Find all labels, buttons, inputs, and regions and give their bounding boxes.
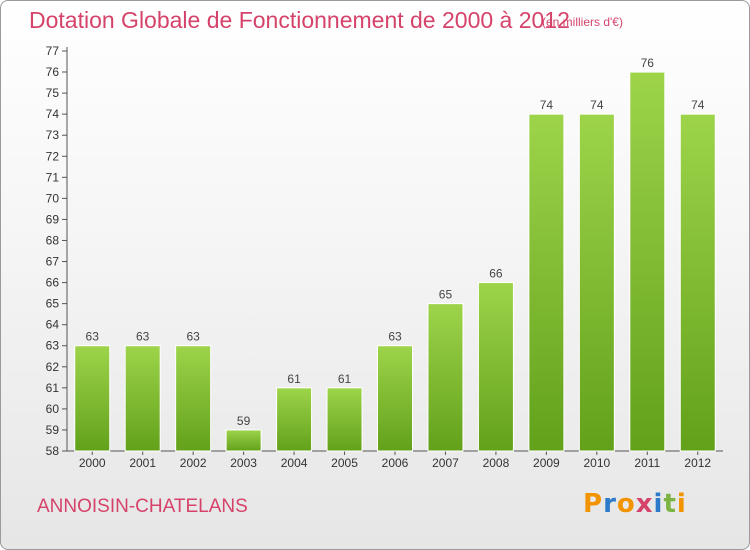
y-tick-label: 65 xyxy=(46,297,60,311)
y-tick-label: 77 xyxy=(46,44,60,58)
y-tick-label: 67 xyxy=(46,255,60,269)
bar xyxy=(377,345,413,452)
bar xyxy=(528,113,565,452)
bar-value-label: 59 xyxy=(237,414,251,428)
y-tick-label: 68 xyxy=(46,233,60,247)
logo-letter: r xyxy=(603,489,617,519)
logo-letter: P xyxy=(583,489,604,519)
logo-letter: t xyxy=(663,489,677,519)
y-axis: 58 59 60 61 62 63 64 65 66 67 68 69 70 71 72 73 74 75 76 77 xyxy=(46,44,68,458)
y-tick-label: 71 xyxy=(46,170,60,184)
y-tick-label: 63 xyxy=(46,339,60,353)
y-tick-label: 76 xyxy=(46,65,60,79)
x-tick-label: 2008 xyxy=(483,456,510,470)
bar-value-label: 74 xyxy=(540,98,554,112)
bar-value-label: 63 xyxy=(86,330,100,344)
bar xyxy=(74,345,111,452)
x-tick-label: 2002 xyxy=(180,456,207,470)
bar-value-label: 65 xyxy=(439,288,453,302)
x-tick-label: 2003 xyxy=(230,456,257,470)
bar xyxy=(427,303,464,452)
x-tick-label: 2004 xyxy=(281,456,308,470)
bar xyxy=(175,345,212,452)
bar xyxy=(326,387,363,452)
bar-value-label: 63 xyxy=(388,330,402,344)
bar-value-label: 74 xyxy=(691,98,705,112)
y-tick-label: 62 xyxy=(46,360,60,374)
logo-letter: i xyxy=(676,489,687,519)
x-tick-label: 2010 xyxy=(583,456,610,470)
y-tick-label: 66 xyxy=(46,276,60,290)
bar xyxy=(124,345,161,452)
y-tick-label: 75 xyxy=(46,86,60,100)
bars: 63 63 63 59 61 61 63 65 66 74 74 76 74 xyxy=(74,56,716,452)
bar xyxy=(477,282,514,452)
commune-name: ANNOISIN-CHATELANS xyxy=(37,496,248,517)
x-tick-label: 2006 xyxy=(382,456,409,470)
x-tick-label: 2012 xyxy=(684,456,711,470)
bar-value-label: 66 xyxy=(489,267,503,281)
chart-unit-note: (en milliers d'€) xyxy=(542,15,623,29)
bar-value-label: 61 xyxy=(338,372,352,386)
proxiti-logo[interactable]: Proxiti xyxy=(583,489,687,519)
y-tick-label: 70 xyxy=(46,191,60,205)
x-tick-label: 2007 xyxy=(432,456,459,470)
y-tick-label: 73 xyxy=(46,128,60,142)
bar-value-label: 76 xyxy=(641,56,655,70)
bar-value-label: 63 xyxy=(136,330,150,344)
x-tick-label: 2001 xyxy=(129,456,156,470)
logo-letter: i xyxy=(653,489,664,519)
bar xyxy=(629,71,666,452)
y-tick-label: 72 xyxy=(46,149,60,163)
x-tick-label: 2009 xyxy=(533,456,560,470)
bar xyxy=(225,429,262,452)
x-tick-label: 2011 xyxy=(634,456,660,470)
logo-letter: o xyxy=(616,489,636,519)
logo-letter: x xyxy=(635,489,654,519)
y-tick-label: 64 xyxy=(46,318,60,332)
x-tick-label: 2005 xyxy=(331,456,358,470)
x-tick-label: 2000 xyxy=(79,456,106,470)
bar xyxy=(578,113,615,452)
y-tick-label: 74 xyxy=(46,107,60,121)
bar-value-label: 63 xyxy=(186,330,200,344)
bar xyxy=(679,113,716,452)
y-tick-label: 60 xyxy=(46,402,60,416)
y-tick-label: 58 xyxy=(46,444,60,458)
x-axis: 2000 2001 2002 2003 2004 2005 2006 2007 2008 2009… xyxy=(67,450,723,470)
bar-value-label: 74 xyxy=(590,98,604,112)
y-tick-label: 59 xyxy=(46,423,60,437)
chart-title: Dotation Globale de Fonctionnement de 20… xyxy=(29,7,570,33)
bar xyxy=(276,387,313,452)
y-tick-label: 69 xyxy=(46,212,60,226)
y-tick-label: 61 xyxy=(46,381,60,395)
bar-value-label: 61 xyxy=(287,372,301,386)
